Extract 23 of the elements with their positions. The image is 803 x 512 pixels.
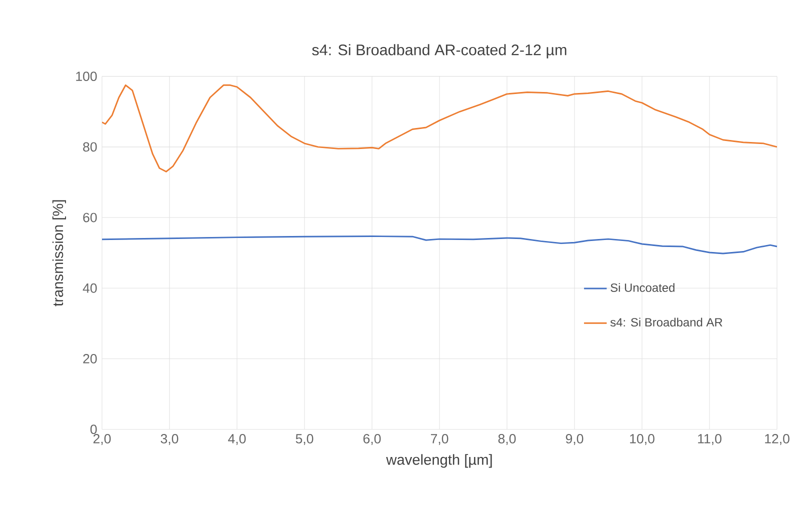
x-tick-label: 8,0 <box>498 434 516 446</box>
x-tick-label: 7,0 <box>430 434 448 446</box>
x-tick-label: 9,0 <box>566 434 584 446</box>
y-tick-label: 40 <box>82 283 97 293</box>
y-axis-title: transmission [%] <box>52 200 66 306</box>
x-tick-label: 10,0 <box>630 434 654 446</box>
x-tick-label: 3,0 <box>160 434 178 446</box>
legend-label: s4: Si Broadband AR <box>610 318 722 327</box>
x-tick-label: 11,0 <box>698 434 722 446</box>
x-tick-label: 6,0 <box>363 434 381 446</box>
x-tick-label: 2,0 <box>93 434 111 446</box>
x-tick-label: 12,0 <box>765 434 790 446</box>
y-tick-label: 100 <box>76 72 97 82</box>
x-axis-title: wavelength [µm] <box>386 454 492 468</box>
y-tick-label: 80 <box>83 142 97 152</box>
y-tick-label: 0 <box>90 424 97 434</box>
y-tick-label: 20 <box>83 354 97 364</box>
line-series <box>102 236 778 254</box>
x-tick-label: 4,0 <box>228 434 246 446</box>
y-tick-label: 60 <box>83 212 97 222</box>
chart-title: s4: Si Broadband AR-coated 2-12 µm <box>312 44 566 58</box>
legend-label: Si Uncoated <box>610 283 674 292</box>
x-tick-label: 5,0 <box>296 434 314 446</box>
